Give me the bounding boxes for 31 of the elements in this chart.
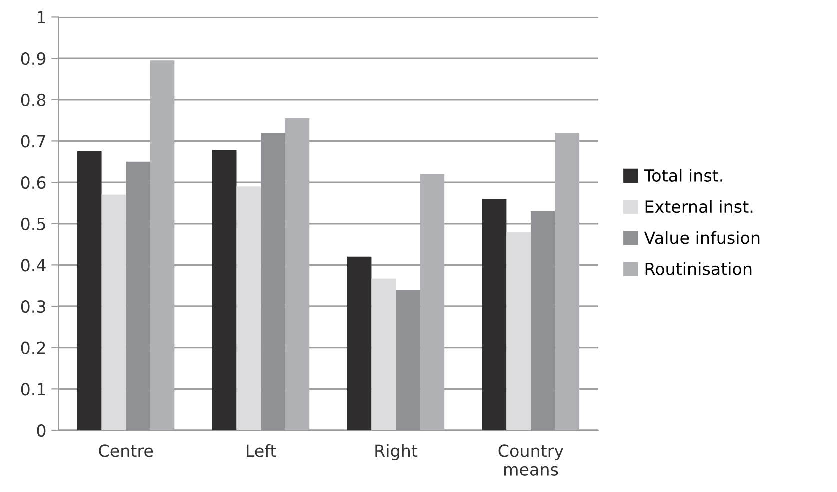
bar: [482, 199, 507, 430]
y-tick-label: 0.6: [21, 176, 46, 190]
bar: [347, 256, 372, 430]
bar: [506, 232, 531, 430]
bar: [77, 152, 102, 430]
y-tick-label: 0.1: [21, 383, 46, 396]
bar: [420, 174, 445, 430]
y-tick-label: 0.3: [21, 300, 46, 314]
y-tick-label: 0.4: [21, 259, 46, 272]
bar: [285, 118, 310, 430]
bar: [555, 132, 580, 430]
bar: [236, 186, 262, 430]
legend-label: Value infusion: [644, 231, 760, 244]
y-tick-label: 0: [37, 424, 46, 438]
y-tick-label: 0.8: [21, 94, 46, 106]
x-tick-label: Centre: [99, 444, 154, 458]
y-tick-label: 0.7: [21, 135, 46, 148]
y-tick-label: 0.9: [21, 52, 46, 66]
bar: [212, 150, 237, 430]
x-tick-label: Left: [246, 444, 276, 458]
bar: [372, 278, 396, 430]
legend-label: Total inst.: [644, 169, 722, 182]
legend-label: External inst.: [646, 200, 753, 214]
x-tick-label: Right: [376, 444, 418, 461]
y-tick-label: 1: [38, 11, 46, 24]
legend-label: Routinisation: [646, 262, 752, 276]
y-tick-label: 0.2: [21, 342, 46, 354]
x-tick-label: Country means: [498, 444, 564, 476]
bar: [150, 60, 175, 430]
bar: [102, 194, 126, 430]
y-tick-label: 0.5: [21, 218, 46, 230]
